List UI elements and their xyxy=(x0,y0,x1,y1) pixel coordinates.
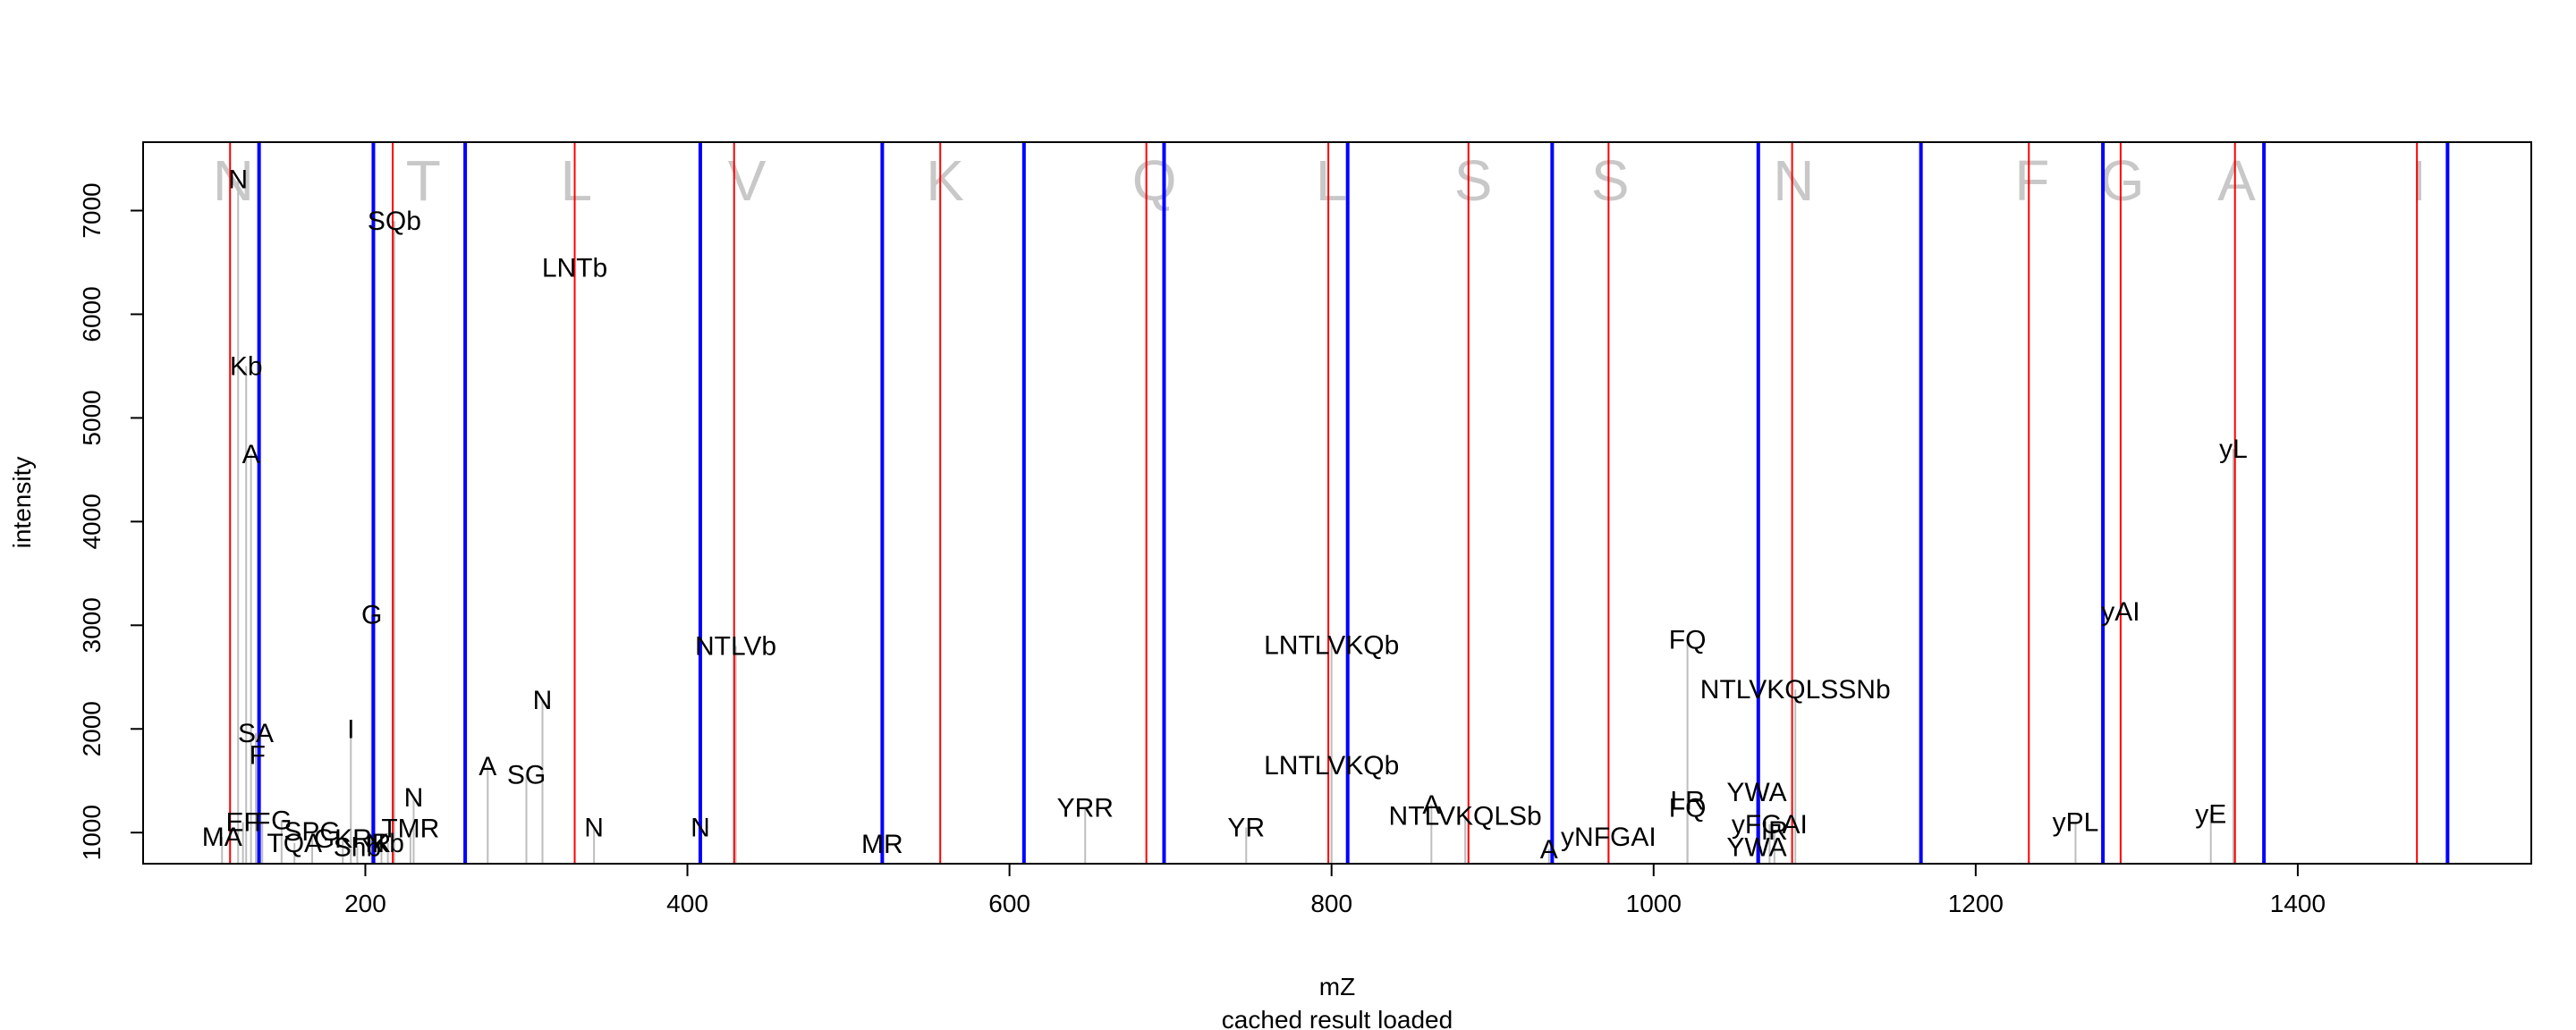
peak-label: Kb xyxy=(230,351,263,381)
peak-label: yAI xyxy=(2101,597,2140,627)
peak-label: N xyxy=(533,686,553,715)
peak-label: N xyxy=(228,165,248,195)
x-axis: 200 400 600 800 1000 1200 1400 xyxy=(344,863,2326,917)
peak-label: yFGAI xyxy=(1732,810,1808,840)
peak-label: G xyxy=(271,806,292,835)
peak-label: yE xyxy=(2195,799,2226,829)
peak-label: N xyxy=(365,829,385,858)
residue-letter: I xyxy=(2411,148,2427,213)
peak-label: YRR xyxy=(1057,793,1114,823)
peak-label: MR xyxy=(861,830,903,859)
x-tick-label: 1000 xyxy=(1626,890,1682,917)
x-tick-label: 800 xyxy=(1310,890,1352,917)
peak-label: TMR xyxy=(381,815,439,844)
peak-label: Kb xyxy=(371,829,404,858)
y-tick-label: 1000 xyxy=(78,805,106,860)
peak-label: LR xyxy=(1670,786,1704,815)
peak-label: N xyxy=(584,813,604,842)
peak-label: FQ xyxy=(1669,626,1707,655)
y-ion-lines xyxy=(257,142,2450,864)
peak-label: LNTLVKQb xyxy=(1264,751,1399,781)
peak-label: MA xyxy=(202,823,242,852)
peak-label: A xyxy=(1422,790,1440,820)
peak-label: YR xyxy=(1227,813,1265,842)
residue-letter: L xyxy=(1316,148,1348,213)
peak-label: GKR xyxy=(314,824,372,854)
residue-letter: G xyxy=(2100,148,2145,213)
y-axis-title: intensity xyxy=(8,457,36,549)
peak-label: yPL xyxy=(2053,808,2099,838)
peak-label: LNTb xyxy=(542,253,607,283)
y-tick-label: 6000 xyxy=(78,286,106,342)
y-tick-label: 2000 xyxy=(78,701,106,756)
peak-label: NTLVb xyxy=(695,632,776,662)
x-tick-label: 600 xyxy=(988,890,1030,917)
peak-label: I xyxy=(347,714,354,744)
y-tick-label: 4000 xyxy=(78,494,106,549)
peak-label: SG xyxy=(507,760,546,789)
x-tick-label: 1400 xyxy=(2270,890,2326,917)
peak-label: A xyxy=(242,440,260,469)
residue-letter: N xyxy=(213,148,254,213)
y-tick-label: 7000 xyxy=(78,182,106,238)
peak-label: TQA xyxy=(267,829,322,858)
chart-subtitle: cached result loaded xyxy=(1222,1006,1453,1030)
peak-label: SA xyxy=(238,719,274,748)
x-axis-title: mZ xyxy=(1319,973,1355,1000)
peak-label: LNTLVKQb xyxy=(1264,630,1399,660)
peak-label: yL xyxy=(2219,435,2248,464)
peak-label: YWA xyxy=(1726,778,1786,807)
residue-letter: S xyxy=(1454,148,1493,213)
b-ion-lines xyxy=(229,142,2419,864)
peak-label: F xyxy=(250,740,266,770)
residue-letter: Q xyxy=(1132,148,1177,213)
peak-label: A xyxy=(1540,835,1558,865)
peak-label: NTLVKQLSb xyxy=(1389,802,1542,832)
y-tick-label: 3000 xyxy=(78,597,106,653)
peak-label: N xyxy=(404,783,424,813)
peak-label: yNFGAI xyxy=(1561,823,1657,852)
residue-letter: T xyxy=(406,148,441,213)
peak-label: YWA xyxy=(1726,832,1786,862)
peak-label: A xyxy=(479,752,496,781)
residue-letter: L xyxy=(561,148,593,213)
y-axis: 1000 2000 3000 4000 5000 6000 7000 xyxy=(78,182,144,860)
y-tick-label: 5000 xyxy=(78,390,106,445)
peak-label: G xyxy=(361,601,382,630)
peak-label: FQ xyxy=(1669,793,1707,823)
peak-label: IR xyxy=(1761,816,1788,846)
peak-label: SQb xyxy=(368,207,421,236)
peak-label: EF xyxy=(225,808,259,838)
x-tick-label: 1200 xyxy=(1948,890,2004,917)
peak-label: N xyxy=(691,813,710,842)
residue-letter: K xyxy=(926,148,964,213)
x-tick-label: 400 xyxy=(666,890,708,917)
residue-letter: S xyxy=(1591,148,1630,213)
residue-letter: A xyxy=(2217,148,2256,213)
peak-label: F xyxy=(254,808,270,838)
peak-label: SPG xyxy=(284,817,340,847)
x-tick-label: 200 xyxy=(344,890,386,917)
peak-label: Shb xyxy=(334,832,381,862)
residue-letter: F xyxy=(2014,148,2049,213)
peak-label: NTLVKQLSSNb xyxy=(1700,675,1891,705)
residue-letter: N xyxy=(1773,148,1814,213)
peak-label: R xyxy=(372,829,392,858)
